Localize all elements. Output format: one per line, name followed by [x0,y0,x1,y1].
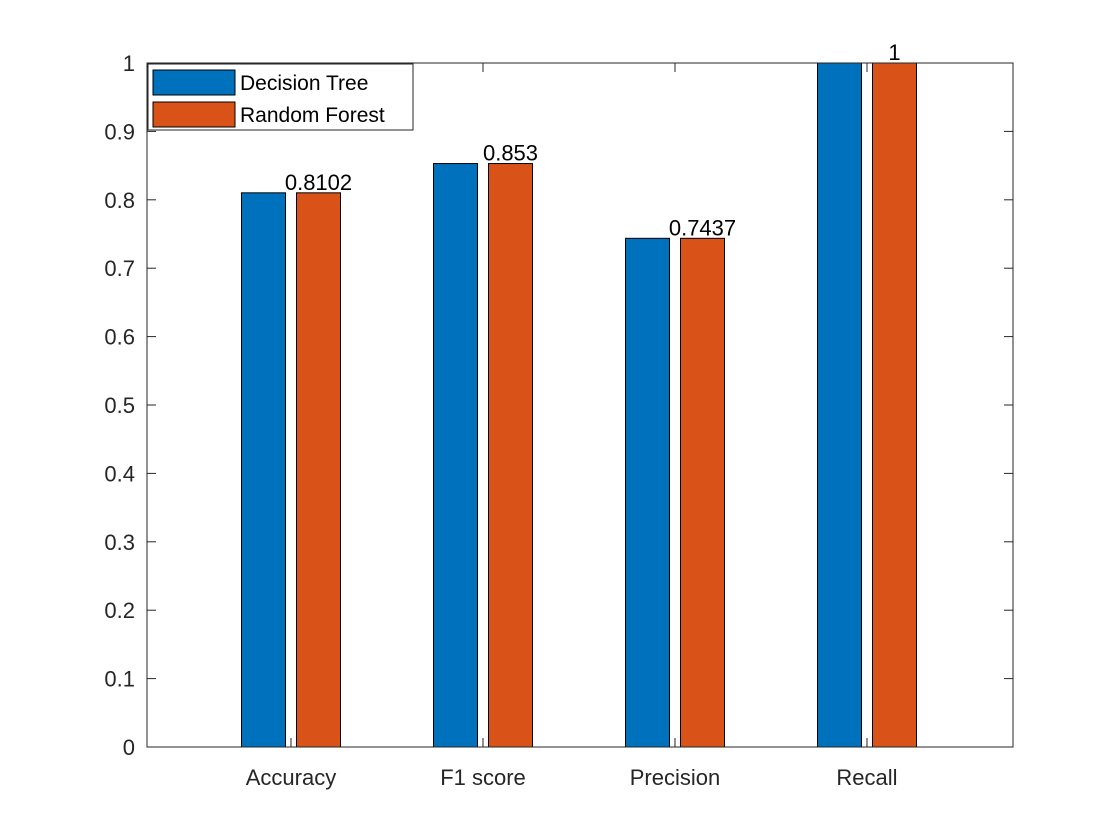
bars-layer [241,62,917,748]
bar-decision-tree-f1-score [433,163,478,748]
data-labels-layer: 0.8102 0.853 0.7437 1 [285,40,901,240]
data-label: 0.853 [483,141,538,166]
legend-swatch-decision-tree [152,69,236,96]
y-tick-label: 0.5 [104,393,135,418]
data-label: 0.7437 [669,215,736,240]
bar-random-forest-precision [680,237,725,748]
y-tick-label: 0.4 [104,461,135,486]
bar-decision-tree-recall [817,62,862,748]
legend: Decision Tree Random Forest [147,63,414,131]
legend-label-random-forest: Random Forest [240,104,385,127]
bar-random-forest-f1-score [488,163,533,748]
bar-decision-tree-accuracy [241,192,286,748]
data-label: 0.8102 [285,170,352,195]
x-tick-label: Precision [630,765,720,790]
bar-random-forest-recall [872,62,917,748]
y-tick-label: 0.2 [104,598,135,623]
bar-random-forest-accuracy [296,192,341,748]
y-tick-label: 0.3 [104,530,135,555]
data-label: 1 [888,40,900,65]
axes-layer: 0 0.1 0.2 0.3 0.4 0.5 0.6 0.7 0.8 0.9 1 Accuracy F1 … [104,51,1014,790]
y-tick-label: 0.6 [104,325,135,350]
y-tick-label: 0.7 [104,256,135,281]
x-tick-label: Accuracy [246,765,336,790]
y-tick-label: 1 [123,51,135,76]
legend-swatch-random-forest [152,101,236,128]
y-tick-label: 0.1 [104,667,135,692]
y-tick-label: 0.8 [104,188,135,213]
x-tick-label: Recall [836,765,897,790]
bar-decision-tree-precision [625,237,670,748]
y-tick-label: 0 [123,735,135,760]
legend-label-decision-tree: Decision Tree [240,72,368,95]
y-tick-label: 0.9 [104,119,135,144]
x-tick-label: F1 score [440,765,526,790]
